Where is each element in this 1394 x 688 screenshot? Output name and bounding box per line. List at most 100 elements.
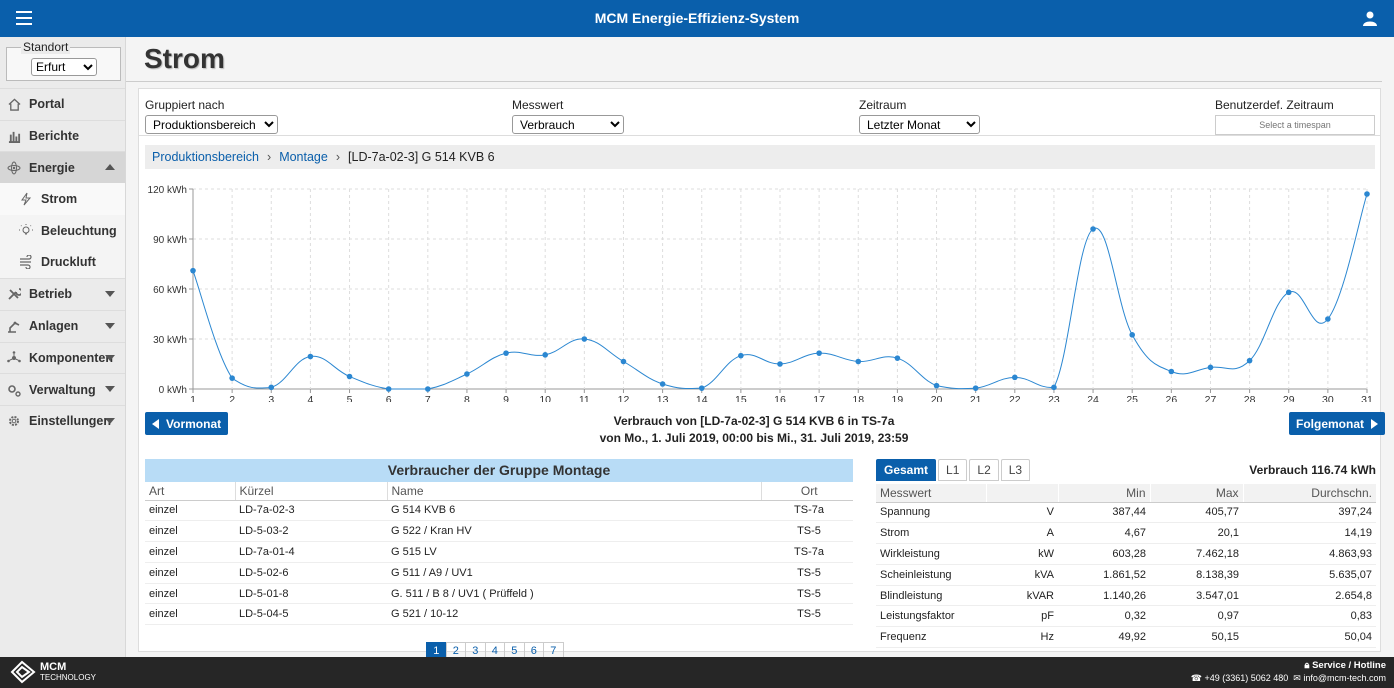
x-tick-label: 4 xyxy=(307,394,313,402)
table-row[interactable]: einzel LD-7a-02-3 G 514 KVB 6 TS-7a xyxy=(145,500,853,522)
sidebar-item-berichte[interactable]: Berichte xyxy=(0,119,125,152)
y-tick-label: 90 kWh xyxy=(153,235,187,246)
sidebar-item-energie[interactable]: Energie xyxy=(0,151,125,184)
chevron-right-icon: › xyxy=(335,150,341,164)
prev-month-button[interactable]: Vormonat xyxy=(145,412,229,435)
tab-l1[interactable]: L1 xyxy=(938,459,968,481)
cell-min: 49,92 xyxy=(1058,626,1150,649)
sidebar-item-verwaltung[interactable]: Verwaltung xyxy=(0,373,125,405)
data-point xyxy=(190,267,196,274)
cell-kuerzel: LD-5-03-2 xyxy=(235,520,387,543)
tab-gesamt[interactable]: Gesamt xyxy=(876,459,937,481)
x-tick-label: 16 xyxy=(774,394,786,402)
col-art[interactable]: Art xyxy=(145,482,235,501)
mail-icon: ✉ xyxy=(1293,673,1301,683)
email-link[interactable]: info@mcm-tech.com xyxy=(1303,673,1386,683)
x-tick-label: 26 xyxy=(1165,394,1177,402)
user-icon[interactable] xyxy=(1362,10,1378,26)
cell-name: G 522 / Kran HV xyxy=(387,520,761,543)
chevron-down-icon xyxy=(105,386,115,393)
data-point xyxy=(698,385,705,391)
data-point xyxy=(346,373,353,380)
chevron-up-icon xyxy=(105,164,115,171)
data-point xyxy=(1012,374,1018,381)
table-row[interactable]: einzel LD-7a-01-4 G 515 LV TS-7a xyxy=(145,541,853,563)
sidebar-item-strom[interactable]: Strom xyxy=(0,183,125,215)
data-point xyxy=(503,350,509,356)
cell-min: 4,67 xyxy=(1058,522,1150,545)
consumer-table-title: Verbraucher der Gruppe Montage xyxy=(145,459,853,482)
cell-avg: 4.863,93 xyxy=(1243,543,1376,565)
group-select[interactable]: Produktionsbereich xyxy=(145,115,278,134)
logo-line-2: TECHNOLOGY xyxy=(40,673,97,682)
chevron-down-icon xyxy=(105,322,115,329)
phone-number[interactable]: +49 (3361) 5062 480 xyxy=(1204,673,1289,683)
cell-min: 1.140,26 xyxy=(1058,585,1150,607)
cell-min: 0,32 xyxy=(1058,605,1150,628)
service-label: Service / Hotline xyxy=(1312,660,1386,671)
timespan-input[interactable] xyxy=(1215,115,1375,135)
consumer-table: Art Kürzel Name Ort einzel LD-7a-02-3 G 51… xyxy=(145,482,853,626)
breadcrumb-produktionsbereich[interactable]: Produktionsbereich xyxy=(152,150,260,164)
next-month-label: Folgemonat xyxy=(1296,416,1364,431)
cell-art: einzel xyxy=(145,520,235,543)
x-tick-label: 1 xyxy=(190,394,196,402)
breadcrumb-montage[interactable]: Montage xyxy=(279,150,328,164)
sidebar-item-beleuchtung[interactable]: Beleuchtung xyxy=(0,214,125,247)
sidebar-item-anlagen[interactable]: Anlagen xyxy=(0,309,125,342)
col-unit xyxy=(985,484,1058,503)
data-point xyxy=(1129,332,1135,338)
sidebar-item-druckluft[interactable]: Druckluft xyxy=(0,246,125,279)
x-tick-label: 30 xyxy=(1322,394,1334,402)
cell-avg: 397,24 xyxy=(1243,502,1376,524)
stats-row: Wirkleistung kW 603,28 7.462,18 4.863,93 xyxy=(876,543,1376,565)
hamburger-menu-icon[interactable] xyxy=(16,11,32,25)
cell-avg: 0,83 xyxy=(1243,605,1376,628)
x-tick-label: 21 xyxy=(970,394,982,402)
next-month-button[interactable]: Folgemonat xyxy=(1289,412,1385,435)
tab-l3[interactable]: L3 xyxy=(1000,459,1031,481)
table-row[interactable]: einzel LD-5-03-2 G 522 / Kran HV TS-5 xyxy=(145,520,853,543)
table-row[interactable]: einzel LD-5-02-6 G 511 / A9 / UV1 TS-5 xyxy=(145,562,853,584)
y-tick-label: 120 kWh xyxy=(148,185,187,196)
col-ort[interactable]: Ort xyxy=(760,482,853,501)
wind-icon xyxy=(19,255,33,270)
table-row[interactable]: einzel LD-5-04-5 G 521 / 10-12 TS-5 xyxy=(145,603,853,626)
y-tick-label: 0 kWh xyxy=(159,385,187,396)
cell-messwert: Leistungsfaktor xyxy=(876,605,986,628)
cell-max: 0,97 xyxy=(1150,605,1243,628)
sidebar-item-betrieb[interactable]: Betrieb xyxy=(0,278,125,310)
sidebar: Standort Erfurt Portal Berichte Energie … xyxy=(0,37,126,657)
cell-unit: A xyxy=(986,522,1058,545)
tab-l2[interactable]: L2 xyxy=(969,459,999,481)
stats-section: Gesamt L1 L2 L3 Verbrauch 116.74 kWh Mes… xyxy=(876,459,1376,649)
cell-kuerzel: LD-5-04-5 xyxy=(235,603,387,626)
bar-chart-icon xyxy=(7,129,21,143)
chevron-down-icon xyxy=(105,417,115,424)
data-point xyxy=(777,361,783,367)
tools-icon xyxy=(7,287,21,301)
measure-select[interactable]: Verbrauch xyxy=(512,115,624,134)
range-label: Zeitraum xyxy=(859,98,907,112)
custom-range-filter: Benutzerdef. Zeitraum xyxy=(1215,98,1375,135)
cell-max: 7.462,18 xyxy=(1150,543,1243,565)
data-point xyxy=(385,386,392,392)
range-select[interactable]: Letzter Monat xyxy=(859,115,980,134)
mcm-logo-icon xyxy=(10,660,36,684)
triangle-right-icon xyxy=(1371,418,1378,429)
stats-row: Blindleistung kVAR 1.140,26 3.547,01 2.654,8 xyxy=(876,585,1376,607)
sidebar-item-komponenten[interactable]: Komponenten xyxy=(0,341,125,374)
content-panel: Gruppiert nach Produktionsbereich Messwe… xyxy=(138,88,1385,660)
service-hotline-link[interactable]: 🔒︎ Service / Hotline xyxy=(1304,660,1386,671)
standort-select[interactable]: Erfurt xyxy=(31,58,97,76)
table-row[interactable]: einzel LD-5-01-8 G. 511 / B 8 / UV1 ( Prüf… xyxy=(145,583,853,605)
chart-caption: Verbrauch von [LD-7a-02-3] G 514 KVB 6 i… xyxy=(469,413,1039,447)
top-bar: MCM Energie-Effizienz-System xyxy=(0,0,1394,37)
sidebar-item-label: Verwaltung xyxy=(29,382,96,397)
col-kuerzel[interactable]: Kürzel xyxy=(234,482,387,501)
col-name[interactable]: Name xyxy=(386,482,761,501)
logo-line-1: MCM xyxy=(40,661,67,673)
sidebar-item-einstellungen[interactable]: Einstellungen xyxy=(0,404,125,437)
sidebar-item-portal[interactable]: Portal xyxy=(0,88,125,120)
x-tick-label: 7 xyxy=(425,394,431,402)
